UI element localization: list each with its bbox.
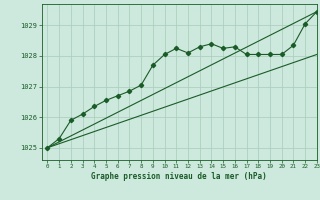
X-axis label: Graphe pression niveau de la mer (hPa): Graphe pression niveau de la mer (hPa) — [91, 172, 267, 181]
